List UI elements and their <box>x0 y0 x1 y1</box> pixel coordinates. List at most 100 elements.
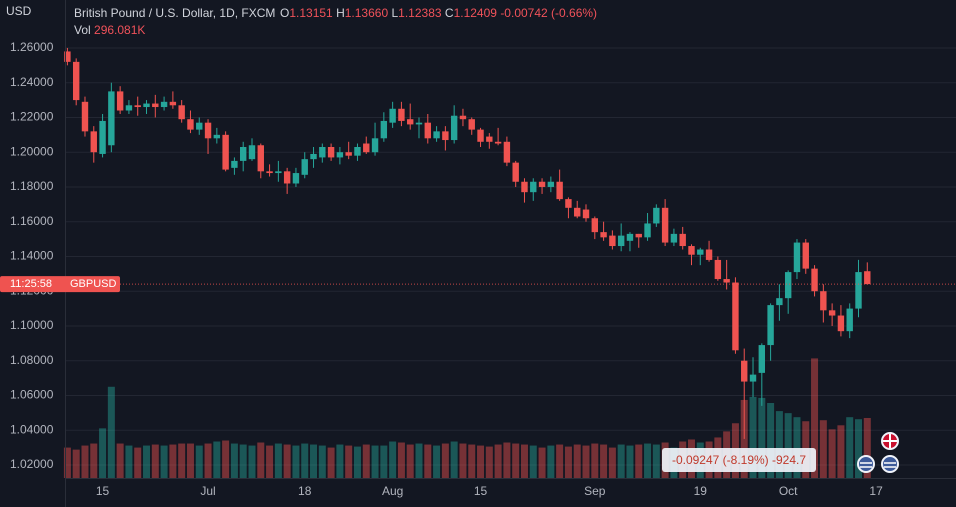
candle-body <box>222 134 229 170</box>
volume-bar <box>459 443 467 478</box>
volume-bar <box>749 396 757 478</box>
candle-body <box>661 207 669 243</box>
volume-bar <box>178 443 186 478</box>
candle-body <box>275 171 282 174</box>
candle-body <box>283 171 291 184</box>
price-tag-time: 11:25:58 <box>10 278 52 290</box>
candle-body <box>424 122 431 139</box>
volume-bar <box>784 413 792 478</box>
volume-bar <box>758 397 766 478</box>
flag-icon <box>883 434 897 448</box>
candle-body <box>820 291 827 311</box>
candle-body <box>204 122 212 139</box>
change: -0.00742 (-0.66%) <box>500 6 597 20</box>
candle-body <box>301 159 308 175</box>
candle-body <box>591 218 598 233</box>
candle-body <box>108 91 115 146</box>
candle-body <box>90 131 97 153</box>
candle-body <box>670 233 678 243</box>
x-tick-label: 18 <box>298 484 312 498</box>
volume-bar <box>204 443 212 478</box>
y-tick-label: 1.16000 <box>10 214 54 228</box>
candle-body <box>213 134 221 139</box>
candle-body <box>81 101 89 132</box>
flag-icon <box>881 455 899 473</box>
grid-layer <box>66 47 956 466</box>
volume-value: 296.081K <box>94 23 145 37</box>
volume-bar <box>380 445 388 478</box>
volume-bar <box>626 445 634 478</box>
volume-bar <box>134 447 142 478</box>
candle-body <box>521 181 528 193</box>
candle-body <box>266 171 273 174</box>
volume-bar <box>345 445 353 478</box>
ohlc-value: 1.13151 <box>289 6 333 20</box>
volume-bar <box>608 447 616 478</box>
candle-body <box>503 141 511 163</box>
candle-body <box>732 282 739 351</box>
volume-bar <box>107 386 115 478</box>
candle-body <box>802 242 809 269</box>
volume-bar <box>477 445 485 478</box>
volume-bar <box>450 441 458 478</box>
volume-bar <box>547 445 555 478</box>
candle-body <box>767 305 774 346</box>
volume-bar <box>257 442 265 478</box>
x-tick-label: 15 <box>96 484 110 498</box>
volume-bar <box>529 445 537 478</box>
flag-icon <box>860 462 872 468</box>
candle-body <box>530 181 537 193</box>
volume-bar <box>169 444 177 478</box>
candle-body <box>749 374 757 382</box>
volume-bar <box>635 444 643 478</box>
volume-bar <box>819 420 827 478</box>
volume-bar <box>503 442 511 478</box>
ohlc-value: 1.12383 <box>398 6 442 20</box>
candle-body <box>336 152 344 158</box>
candle-body <box>389 108 396 123</box>
ohlc-legend: O1.13151 H1.13660 L1.12383 C1.12409 -0.0… <box>280 6 597 20</box>
volume-bar <box>72 449 80 478</box>
volume-bar <box>389 441 397 478</box>
candle-body <box>169 101 177 106</box>
volume-bar <box>125 445 133 478</box>
volume-bar <box>846 417 854 478</box>
candle-body <box>143 103 150 108</box>
volume-bar <box>90 443 98 478</box>
volume-bar <box>310 444 318 478</box>
candle-body <box>231 160 238 168</box>
candle-body <box>582 209 590 219</box>
candle-body <box>705 249 713 260</box>
candle-body <box>240 146 247 161</box>
volume-bar <box>63 447 71 478</box>
candle-body <box>547 181 555 187</box>
ohlc-key: O <box>280 6 289 20</box>
candle-body <box>653 207 660 224</box>
ohlc-key: H <box>336 6 345 20</box>
volume-bar <box>591 443 599 478</box>
chart-title: British Pound / U.S. Dollar, 1D, FXCM <box>74 6 275 20</box>
candle-body <box>310 153 317 160</box>
candle-body <box>864 271 871 285</box>
volume-bar <box>248 445 256 478</box>
measure-tooltip: -0.09247 (-8.19%) -924.7 <box>662 448 816 472</box>
candle-body <box>538 181 546 187</box>
volume-bar <box>468 444 476 478</box>
candle-body <box>714 259 722 280</box>
candle-body <box>617 235 625 247</box>
tooltip-text: -0.09247 (-8.19%) -924.7 <box>672 453 806 467</box>
x-tick-label: 15 <box>474 484 488 498</box>
price-tag <box>0 276 120 293</box>
x-tick-label: 17 <box>869 484 883 498</box>
volume-key: Vol <box>74 23 91 37</box>
candle-body <box>741 360 748 382</box>
candle-body <box>196 122 203 130</box>
candle-body <box>574 207 581 217</box>
candle-body <box>72 61 80 101</box>
candle-body <box>837 315 845 332</box>
candle-layer <box>64 47 871 439</box>
candle-body <box>433 131 440 139</box>
volume-bar <box>292 445 300 478</box>
candle-body <box>64 51 71 62</box>
volume-bar <box>855 419 862 478</box>
